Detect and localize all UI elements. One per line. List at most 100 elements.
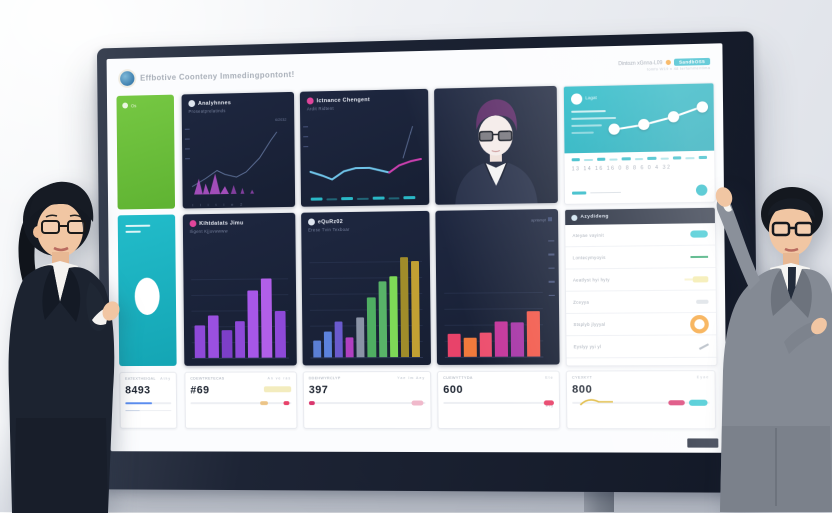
bar-chart (444, 285, 543, 358)
list-item-label: Ateyae vayinit (572, 233, 604, 238)
legend-label: aprlampt (531, 217, 552, 222)
panel-icon (190, 220, 197, 227)
tick-mark (357, 197, 369, 199)
stat-card[interactable]: Cdewtretecas An ve ras #69 (184, 371, 297, 429)
stat-label: Cyexkyt (572, 376, 592, 380)
panel-rainbow-bars: eQuRz02 Erese Tvin Texboar (301, 211, 431, 366)
accent-dot (309, 401, 315, 405)
app-logo-icon (120, 71, 134, 86)
panel-icon (188, 100, 195, 107)
x-axis-dots (311, 196, 416, 201)
bar (357, 318, 365, 358)
oval-graphic (135, 278, 160, 315)
user-meta: tomfo W19 x 48 terfommentima (618, 66, 710, 72)
bar (275, 311, 286, 357)
tick-mark (660, 157, 669, 159)
bar (378, 281, 387, 357)
stat-label: Cuewyttyda (443, 376, 473, 380)
mini-curve (572, 396, 654, 406)
panel-red-bars: aprlampt (435, 209, 559, 365)
bar (495, 321, 508, 357)
checklist-title: Azydideng (580, 214, 608, 219)
progress-track (590, 192, 621, 193)
list-item-label: Stsplyb jlyyyal (573, 322, 605, 327)
bar (235, 321, 246, 358)
accent-pill (668, 400, 685, 405)
tick-mark (647, 157, 656, 160)
tick-mark (404, 196, 416, 199)
tick-mark (686, 157, 695, 159)
tick-mark (548, 267, 554, 269)
tick-mark (635, 158, 644, 160)
timeline-teal-block: Lagat (564, 83, 714, 153)
bar (324, 331, 332, 357)
panel-purple-bars: Kihtdatats Jimu Iligent Kjjuvwwww (183, 213, 297, 366)
dashboard-screen: Effbotive Coonteny Immedingpontont! Dint… (107, 43, 727, 453)
list-item-label: Eyslyy yyi yl (574, 344, 602, 349)
user-name: Dintozn xGnna-L09 (618, 60, 662, 67)
stat-meta: Athy (160, 377, 171, 381)
list-item-label: Aeatlyst hyi hyty (573, 277, 610, 282)
x-axis-ticks: l l i t i e 2 (192, 202, 245, 208)
timeline-user-name: Lagat (585, 95, 597, 100)
tick-mark (549, 295, 555, 297)
presenter-avatar (434, 86, 558, 205)
header-badge-button[interactable]: SandbOS5 (674, 58, 710, 66)
trend-line-chart (182, 128, 295, 199)
status-dot-icon (666, 60, 671, 65)
bar (511, 322, 524, 356)
bar (389, 276, 398, 357)
sidebar-green-label: Os (131, 103, 137, 108)
tick-mark (609, 158, 618, 160)
stat-value: 600 (443, 384, 554, 396)
tick-mark (548, 254, 554, 256)
progress-segment (572, 191, 586, 194)
stat-card[interactable]: Cuewyttyda Ete 600 Ety (437, 371, 560, 430)
bar (411, 261, 420, 357)
bar (261, 278, 272, 357)
tick-mark (673, 156, 682, 159)
bar (313, 340, 321, 357)
panel-icon (307, 97, 314, 104)
highlight-chip (264, 386, 291, 392)
stat-card[interactable]: Ddehwyrclyp Yae Im Aey 397 (303, 371, 432, 429)
accent-pill (411, 400, 423, 405)
circle-icon (122, 103, 128, 109)
tick-mark (388, 197, 400, 199)
bar (248, 290, 259, 357)
tick-mark (584, 158, 593, 160)
tick-mark (549, 281, 555, 283)
panel-instance: Ictnance Chengent Ardit Ridtent (300, 89, 429, 207)
panel-icon (308, 218, 315, 225)
bar (208, 315, 219, 358)
timeline-tick-row (572, 156, 707, 161)
tick-mark (342, 197, 354, 200)
panel-subtitle: Proseatprelatinds (182, 106, 294, 114)
bar (448, 334, 461, 357)
wall-display: Effbotive Coonteny Immedingpontont! Dint… (97, 31, 758, 493)
accent-pill (544, 400, 554, 405)
list-item-label: Lontecymyoyis (573, 255, 606, 260)
timeline-graph (600, 90, 708, 145)
bar (195, 326, 206, 358)
tick-mark (698, 156, 707, 159)
timeline-digits: 13 14 16 16 0 8 8 6 0 4 32 (572, 164, 707, 172)
presenter-woman (0, 168, 136, 513)
accent-dot (284, 401, 290, 405)
bar (463, 338, 476, 357)
panel-title: eQuRz02 (318, 219, 343, 225)
circle-icon (571, 214, 577, 220)
panel-analytics: Analyhnnes Proseatprelatinds 6/2032 l l … (182, 92, 296, 209)
stat-meta: Yae Im Aey (397, 376, 425, 380)
panel-title: Kihtdatats Jimu (199, 220, 243, 227)
bar (479, 333, 492, 357)
stat-label: Cdewtretecas (190, 377, 224, 381)
presenter-man (688, 166, 832, 512)
stat-label: Ddehwyrclyp (309, 376, 341, 380)
tick-mark (622, 157, 631, 160)
axis-note: 6/2032 (275, 118, 286, 122)
bar (367, 297, 376, 357)
avatar (571, 93, 582, 104)
stat-meta: Ete (545, 376, 554, 380)
tick-mark (548, 240, 554, 242)
